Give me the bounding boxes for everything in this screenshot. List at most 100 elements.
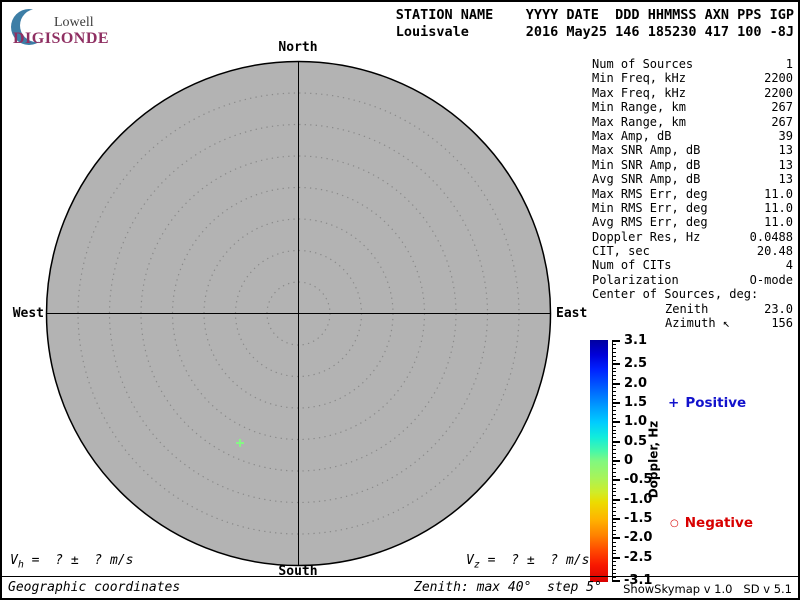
brand-digisonde: DIGISONDE: [13, 30, 110, 47]
info-label: Center of Sources, deg:: [592, 287, 759, 302]
info-value: 13: [778, 157, 793, 172]
zenith-range-note: Zenith: max 40° step 5°: [414, 580, 602, 595]
colorbar-tick-label: -1.0: [624, 491, 653, 507]
colorbar-minor-tick: [612, 410, 616, 412]
info-label: Num of Sources: [592, 57, 694, 71]
circle-marker-icon: ○: [670, 518, 679, 529]
colorbar-major-tick: [612, 421, 620, 424]
colorbar-minor-tick: [612, 456, 616, 458]
colorbar-minor-tick: [612, 491, 616, 493]
info-row: Max RMS Err, deg 11.0: [592, 187, 793, 201]
colorbar-major-tick: [612, 556, 620, 559]
colorbar-minor-tick: [612, 359, 616, 361]
info-label: Max Range, km: [592, 114, 686, 129]
info-label: Doppler Res, Hz: [592, 229, 701, 244]
coordinates-note: Geographic coordinates: [8, 580, 181, 595]
colorbar-minor-tick: [612, 487, 616, 489]
colorbar-minor-tick: [612, 464, 616, 466]
colorbar-minor-tick: [612, 445, 616, 447]
colorbar-minor-tick: [612, 483, 616, 485]
info-label: Min SNR Amp, dB: [592, 157, 701, 172]
info-row: Doppler Res, Hz 0.0488: [592, 230, 793, 244]
info-value: 11.0: [764, 215, 793, 230]
colorbar-minor-tick: [612, 375, 616, 377]
colorbar-tick-label: 3.1: [624, 333, 648, 348]
info-label: Avg RMS Err, deg: [592, 215, 708, 230]
colorbar-minor-tick: [612, 394, 616, 396]
info-row: Min Range, km 267: [592, 100, 793, 114]
version-label: ShowSkymap v 1.0 SD v 5.1: [623, 582, 792, 596]
colorbar-tick-label: 2.5: [624, 356, 648, 372]
info-label: Max RMS Err, deg: [592, 186, 708, 201]
legend-negative-label: Negative: [684, 515, 753, 531]
info-label: Avg SNR Amp, dB: [592, 172, 701, 187]
info-value: 11.0: [764, 200, 793, 215]
info-label: Max SNR Amp, dB: [592, 143, 701, 158]
colorbar-minor-tick: [612, 568, 616, 570]
info-row: Polarization O-mode: [592, 273, 793, 287]
colorbar-major-tick: [612, 440, 620, 443]
info-value: O-mode: [749, 272, 793, 287]
colorbar-tick-label: -2.5: [624, 549, 653, 565]
compass-north-label: North: [278, 40, 318, 55]
info-row: Min Freq, kHz 2200: [592, 71, 793, 85]
colorbar-minor-tick: [612, 530, 616, 532]
colorbar-major-tick: [612, 498, 620, 501]
header-labels-row: STATION NAME YYYY DATE DDD HHMMSS AXN PP…: [395, 7, 794, 23]
colorbar-major-tick: [612, 537, 620, 540]
colorbar-major-tick: [612, 460, 620, 462]
colorbar-minor-tick: [612, 452, 616, 454]
colorbar-minor-tick: [612, 503, 616, 505]
colorbar-major-tick: [612, 382, 620, 385]
compass-east-label: East: [556, 306, 588, 321]
info-value: 13: [778, 143, 793, 158]
colorbar-tick-label: 1.5: [624, 394, 648, 410]
colorbar-major-tick: [612, 479, 620, 482]
legend-positive-label: Positive: [685, 395, 747, 411]
source-marker: [236, 439, 244, 447]
compass-west-label: West: [12, 306, 44, 321]
doppler-colorbar: 3.1 2.5 2.0 1.5 1.0 0.5 0 -0.5 -1.0 -1.5 -2.0 -2.5-…: [590, 333, 710, 588]
colorbar-minor-tick: [612, 549, 616, 551]
info-row: Zenith 23.0: [592, 302, 793, 316]
colorbar-minor-tick: [612, 371, 616, 373]
info-value: 0.0488: [749, 229, 793, 244]
info-label: Min Freq, kHz: [592, 71, 686, 86]
legend-positive: + Positive: [668, 395, 746, 411]
lowell-digisonde-logo: Lowell DIGISONDE: [8, 4, 148, 50]
colorbar-gradient: [590, 340, 608, 582]
colorbar-major-tick: [612, 340, 620, 342]
colorbar-minor-tick: [612, 367, 616, 369]
info-value: 267: [771, 114, 793, 129]
colorbar-minor-tick: [612, 475, 616, 477]
info-value: 267: [771, 100, 793, 115]
brand-lowell: Lowell: [54, 15, 94, 30]
info-label: Min RMS Err, deg: [592, 200, 708, 215]
info-value: 13: [778, 172, 793, 187]
info-row: Min RMS Err, deg 11.0: [592, 201, 793, 215]
colorbar-tick-label: -2.0: [624, 530, 653, 546]
doppler-axis-label: Doppler, Hz: [646, 420, 661, 499]
colorbar-minor-tick: [612, 429, 616, 431]
colorbar-minor-tick: [612, 433, 616, 435]
colorbar-major-tick: [612, 363, 620, 366]
header-values-row: Louisvale 2016 May25 146 185230 417 100 …: [395, 23, 794, 40]
colorbar-minor-tick: [612, 437, 616, 439]
compass-south-label: South: [278, 564, 318, 579]
colorbar-minor-tick: [612, 417, 616, 419]
info-row: Max Amp, dB 39: [592, 129, 793, 143]
info-row: Num of Sources 1: [592, 57, 793, 71]
plus-marker-icon: +: [668, 395, 680, 411]
colorbar-minor-tick: [612, 379, 616, 381]
colorbar-major-tick: [612, 401, 620, 404]
info-label: CIT, sec: [592, 244, 650, 259]
colorbar-minor-tick: [612, 352, 616, 354]
colorbar-tick-label: 1.0: [624, 414, 648, 430]
info-row: Center of Sources, deg:: [592, 287, 793, 301]
colorbar-minor-tick: [612, 572, 616, 574]
colorbar-minor-tick: [612, 448, 616, 450]
info-row: Avg SNR Amp, dB 13: [592, 172, 793, 186]
colorbar-minor-tick: [612, 425, 616, 427]
colorbar-minor-tick: [612, 522, 616, 524]
info-value: 2200: [764, 85, 793, 100]
